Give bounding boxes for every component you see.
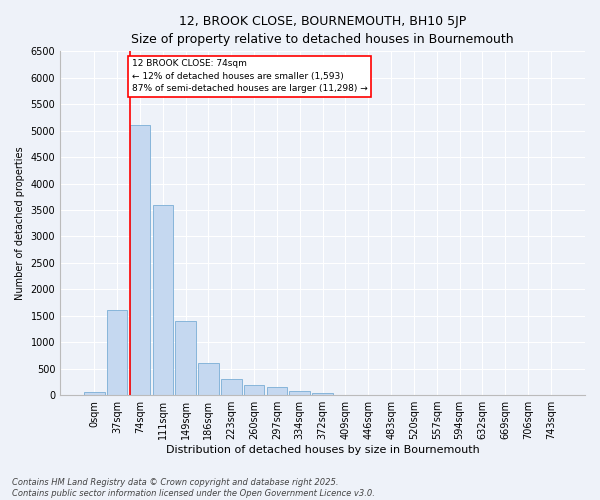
Bar bbox=[289, 391, 310, 395]
Title: 12, BROOK CLOSE, BOURNEMOUTH, BH10 5JP
Size of property relative to detached hou: 12, BROOK CLOSE, BOURNEMOUTH, BH10 5JP S… bbox=[131, 15, 514, 46]
Bar bbox=[335, 394, 356, 395]
Bar bbox=[84, 392, 104, 395]
Bar bbox=[198, 364, 219, 395]
Bar bbox=[107, 310, 127, 395]
X-axis label: Distribution of detached houses by size in Bournemouth: Distribution of detached houses by size … bbox=[166, 445, 479, 455]
Y-axis label: Number of detached properties: Number of detached properties bbox=[15, 146, 25, 300]
Bar bbox=[152, 204, 173, 395]
Bar bbox=[175, 321, 196, 395]
Text: Contains HM Land Registry data © Crown copyright and database right 2025.
Contai: Contains HM Land Registry data © Crown c… bbox=[12, 478, 375, 498]
Bar bbox=[266, 387, 287, 395]
Bar bbox=[313, 394, 333, 395]
Bar bbox=[221, 379, 242, 395]
Text: 12 BROOK CLOSE: 74sqm
← 12% of detached houses are smaller (1,593)
87% of semi-d: 12 BROOK CLOSE: 74sqm ← 12% of detached … bbox=[131, 60, 367, 94]
Bar bbox=[130, 126, 150, 395]
Bar bbox=[244, 384, 265, 395]
